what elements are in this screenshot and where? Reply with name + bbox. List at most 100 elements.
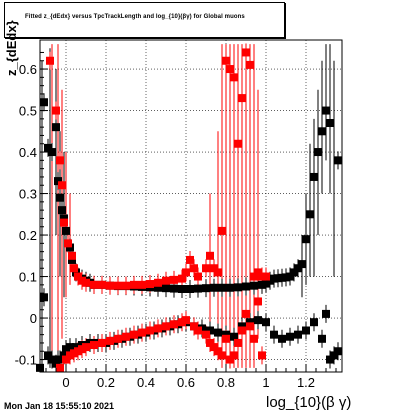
data-point xyxy=(270,330,278,339)
data-point xyxy=(186,255,194,264)
data-point xyxy=(64,239,72,248)
data-point xyxy=(194,326,202,335)
data-point xyxy=(146,280,154,289)
data-point xyxy=(210,343,218,352)
data-point xyxy=(234,283,242,292)
data-point xyxy=(60,218,68,227)
data-point xyxy=(190,322,198,331)
data-point xyxy=(210,283,218,292)
data-point xyxy=(322,106,330,115)
axes xyxy=(39,39,343,373)
data-point xyxy=(154,278,162,287)
data-point xyxy=(242,282,250,291)
data-point xyxy=(60,214,68,223)
data-point xyxy=(306,210,314,219)
data-point xyxy=(54,177,62,186)
data-point xyxy=(72,343,80,352)
data-point xyxy=(254,268,262,277)
data-point xyxy=(56,363,64,372)
data-point xyxy=(66,243,74,252)
data-point xyxy=(170,320,178,329)
data-point xyxy=(56,193,64,202)
data-point xyxy=(286,332,294,341)
data-point xyxy=(194,272,202,281)
data-point xyxy=(254,316,262,325)
data-point xyxy=(98,338,106,347)
data-point xyxy=(206,251,214,260)
x-tick-label: 1.2 xyxy=(297,375,315,390)
timestamp: Mon Jan 18 15:55:10 2021 xyxy=(4,401,115,411)
tick-labels: 0 0.2 0.4 0.6 0.8 1 1.2 -0.1 0 0.1 0.2 0.3 0.4 0.5 0.6 xyxy=(15,62,315,390)
data-point xyxy=(210,264,218,273)
data-point xyxy=(162,284,170,293)
data-point xyxy=(246,60,254,69)
data-point xyxy=(242,48,250,57)
data-point xyxy=(74,272,82,281)
data-point xyxy=(48,148,56,157)
data-point xyxy=(162,322,170,331)
data-point xyxy=(82,343,90,352)
data-point xyxy=(154,283,162,292)
data-point xyxy=(82,278,90,287)
data-point xyxy=(290,268,298,277)
data-point xyxy=(262,272,270,281)
data-point xyxy=(58,206,66,215)
data-point xyxy=(68,255,76,264)
data-point xyxy=(68,251,76,260)
data-point xyxy=(44,351,52,360)
data-point xyxy=(214,347,222,356)
data-point xyxy=(146,326,154,335)
data-points xyxy=(36,48,342,372)
data-point xyxy=(314,148,322,157)
data-point xyxy=(242,309,250,318)
data-point xyxy=(182,316,190,325)
x-tick-label: 0.4 xyxy=(137,375,155,390)
data-point xyxy=(278,334,286,343)
data-point xyxy=(66,343,74,352)
data-point xyxy=(230,351,238,360)
data-point xyxy=(48,355,56,364)
y-tick-label: 0 xyxy=(30,311,37,326)
data-point xyxy=(330,351,338,360)
data-point xyxy=(286,272,294,281)
y-axis-label-text: z_{dEdx} xyxy=(4,20,19,76)
data-point xyxy=(186,285,194,293)
data-point xyxy=(218,283,226,292)
data-point xyxy=(226,65,234,74)
data-point xyxy=(130,280,138,289)
data-point xyxy=(334,156,342,165)
data-point xyxy=(122,281,130,290)
y-tick-label: 0.2 xyxy=(19,228,37,243)
data-point xyxy=(218,351,226,360)
x-tick-label: 0.6 xyxy=(177,375,195,390)
data-point xyxy=(334,347,342,356)
data-point xyxy=(310,318,318,327)
data-point xyxy=(246,318,254,327)
data-point xyxy=(238,326,246,335)
data-point xyxy=(106,336,114,345)
data-point xyxy=(52,123,60,132)
data-point xyxy=(222,56,230,65)
data-point xyxy=(178,285,186,293)
data-point xyxy=(130,330,138,339)
x-tick-label: 0.2 xyxy=(97,375,115,390)
data-point xyxy=(294,264,302,273)
data-point xyxy=(60,351,68,360)
data-point xyxy=(214,328,222,337)
data-point xyxy=(62,226,70,235)
y-tick-label: 0.4 xyxy=(19,145,37,160)
data-point xyxy=(234,338,242,347)
data-point xyxy=(222,330,230,339)
data-point xyxy=(218,226,226,235)
data-point xyxy=(72,268,80,277)
data-point xyxy=(106,281,114,290)
data-point xyxy=(56,355,64,364)
data-point xyxy=(138,328,146,337)
data-point xyxy=(298,260,306,269)
data-point xyxy=(326,119,334,127)
data-point xyxy=(178,274,186,283)
x-tick-label: 0.8 xyxy=(217,375,235,390)
data-point xyxy=(202,264,210,273)
data-point xyxy=(302,326,310,335)
